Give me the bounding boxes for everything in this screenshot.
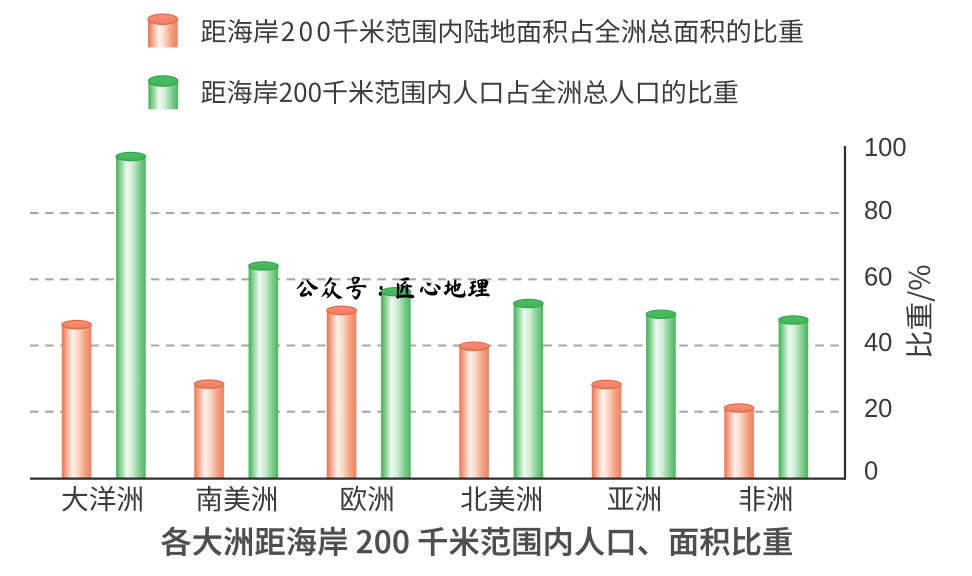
- svg-text:20: 20: [864, 395, 892, 423]
- svg-text:0: 0: [864, 458, 878, 486]
- svg-text:60: 60: [864, 264, 892, 292]
- svg-text:40: 40: [864, 329, 892, 357]
- svg-text:100: 100: [864, 134, 907, 162]
- svg-text:80: 80: [864, 197, 892, 225]
